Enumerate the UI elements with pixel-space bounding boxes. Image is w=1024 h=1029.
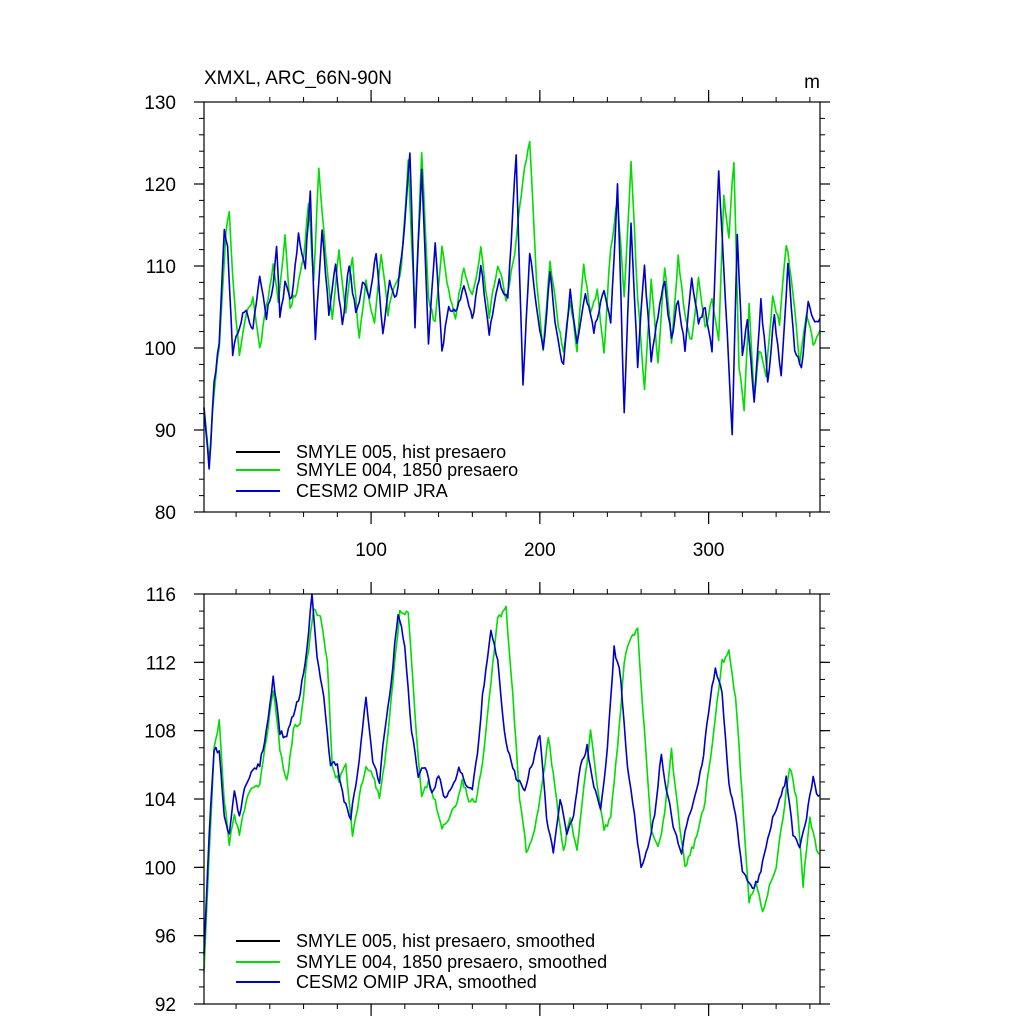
- top-series-line-3: [203, 152, 821, 470]
- bottom-panel: 92 96 100 104 108 112 116 SMYLE 005, hist pres…: [144, 582, 830, 1016]
- top-y-tick-label: 130: [144, 93, 176, 114]
- bottom-legend-label-1: SMYLE 005, hist presaero, smoothed: [296, 931, 595, 951]
- top-series-line-2: [203, 140, 821, 464]
- bottom-y-tick-label: 92: [155, 995, 176, 1016]
- top-series-lines: [203, 140, 821, 470]
- top-legend: SMYLE 005, hist presaero SMYLE 004, 1850…: [236, 442, 518, 501]
- bottom-axes: 92 96 100 104 108 112 116: [144, 582, 830, 1016]
- top-chart-title: XMXL, ARC_66N-90N: [204, 68, 392, 89]
- bottom-legend-label-3: CESM2 OMIP JRA, smoothed: [296, 972, 537, 992]
- bottom-y-tick-label: 96: [155, 927, 176, 948]
- bottom-series-line-2: [203, 605, 821, 972]
- bottom-y-tick-label: 112: [146, 653, 176, 674]
- top-y-tick-label: 80: [155, 503, 176, 524]
- top-x-tick-label: 300: [693, 540, 725, 561]
- top-y-tick-label: 110: [146, 257, 176, 278]
- bottom-series-line-3: [203, 593, 821, 955]
- bottom-y-tick-label: 104: [144, 790, 176, 811]
- top-legend-label-1: SMYLE 005, hist presaero: [296, 442, 506, 462]
- bottom-y-tick-label: 100: [144, 858, 176, 879]
- bottom-y-tick-label: 116: [146, 585, 176, 606]
- top-y-tick-label: 120: [144, 175, 176, 196]
- top-x-tick-label: 200: [524, 540, 556, 561]
- top-y-tick-label: 100: [144, 339, 176, 360]
- top-legend-label-3: CESM2 OMIP JRA: [296, 481, 448, 501]
- bottom-series-lines: [203, 593, 821, 972]
- bottom-y-tick-label: 108: [144, 722, 176, 743]
- top-axes: 80 90 100 110 120 130 100 200 300: [144, 90, 830, 561]
- bottom-legend: SMYLE 005, hist presaero, smoothed SMYLE…: [236, 931, 607, 992]
- top-plot-frame: [203, 101, 821, 513]
- bottom-legend-label-2: SMYLE 004, 1850 presaero, smoothed: [296, 952, 607, 972]
- top-chart-units: m: [804, 72, 820, 93]
- top-y-tick-label: 90: [155, 421, 176, 442]
- top-legend-label-2: SMYLE 004, 1850 presaero: [296, 460, 518, 480]
- top-x-tick-label: 100: [355, 540, 387, 561]
- top-panel: XMXL, ARC_66N-90N m 80 90 100 110 120 130 100 2…: [144, 68, 830, 561]
